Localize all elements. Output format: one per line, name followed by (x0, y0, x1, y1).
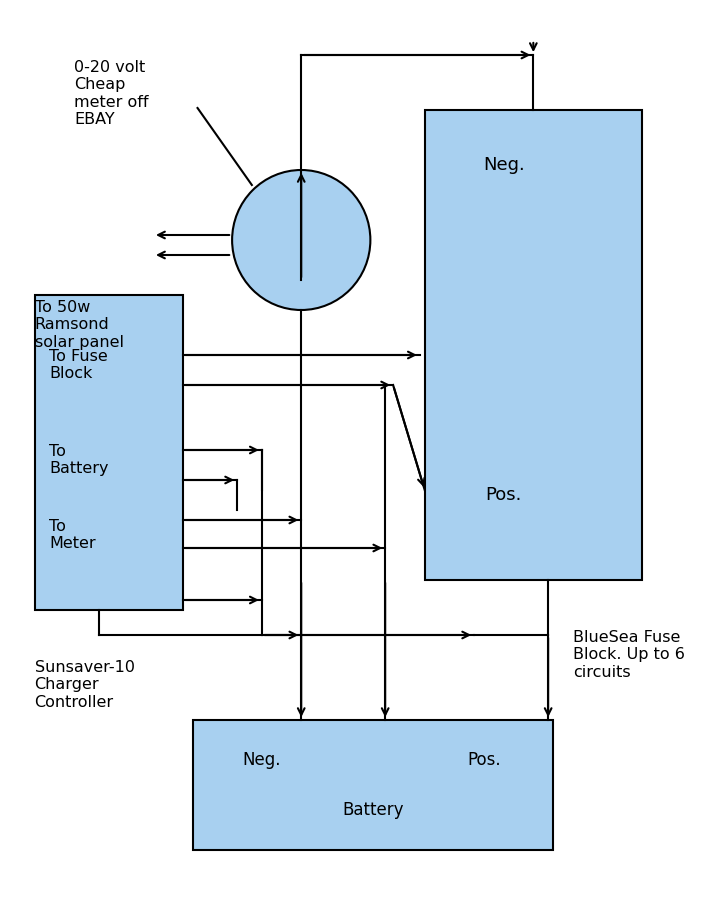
Bar (34, 295, 183, 610)
Circle shape (232, 170, 370, 310)
Text: Sunsaver-10
Charger
Controller: Sunsaver-10 Charger Controller (34, 660, 135, 710)
Text: 0-20 volt
Cheap
meter off
EBAY: 0-20 volt Cheap meter off EBAY (74, 60, 148, 127)
Text: To
Meter: To Meter (49, 519, 96, 551)
Text: Pos.: Pos. (467, 751, 501, 769)
Text: Pos.: Pos. (486, 486, 522, 504)
Text: BlueSea Fuse
Block. Up to 6
circuits: BlueSea Fuse Block. Up to 6 circuits (573, 630, 684, 680)
Bar (193, 720, 553, 850)
Bar (425, 110, 642, 580)
Text: Neg.: Neg. (483, 156, 525, 174)
Text: To 50w
Ramsond
solar panel: To 50w Ramsond solar panel (34, 300, 123, 350)
Text: Battery: Battery (342, 801, 404, 819)
Text: Neg.: Neg. (242, 751, 281, 769)
Text: To
Battery: To Battery (49, 444, 109, 477)
Text: To Fuse
Block: To Fuse Block (49, 349, 108, 381)
